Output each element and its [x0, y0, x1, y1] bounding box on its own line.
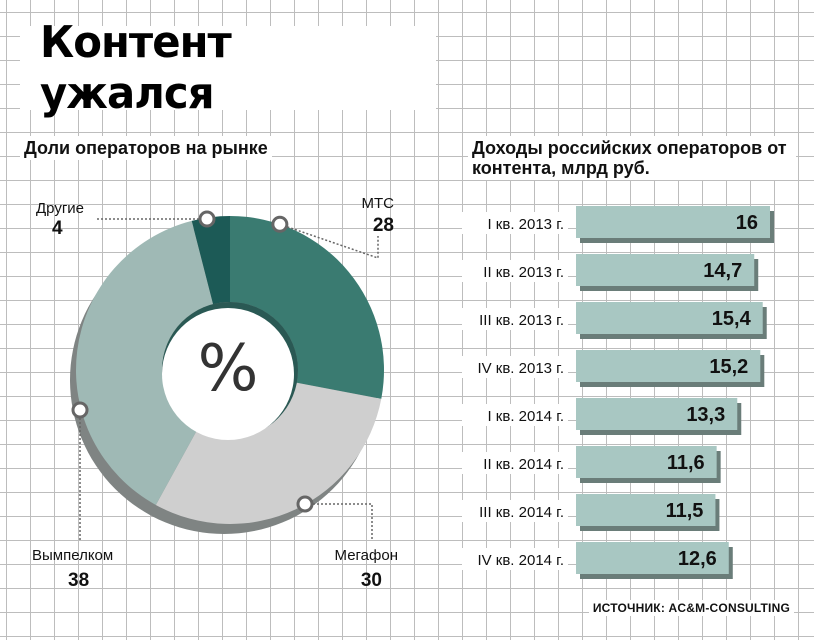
- category-label-bg: [462, 500, 568, 522]
- category-label: III кв. 2014 г.: [479, 504, 564, 521]
- source-note: ИСТОЧНИК: AC&M-CONSULTING: [588, 600, 794, 616]
- callout-marker-3: [71, 401, 89, 419]
- slice-name-label: Другие: [36, 200, 84, 217]
- pie-chart-title: Доли операторов на рынке: [20, 136, 272, 160]
- category-label: II кв. 2013 г.: [483, 264, 564, 281]
- bar-2: [576, 254, 755, 286]
- bar-7: [576, 494, 716, 526]
- category-label: I кв. 2013 г.: [487, 216, 564, 233]
- bar-value-label: 11,5: [666, 500, 704, 522]
- bar-value-label: 16: [736, 212, 758, 234]
- pie-slice-1: [230, 216, 385, 399]
- category-label-bg: [462, 452, 568, 474]
- bar-value-label: 15,4: [712, 308, 752, 330]
- category-label-bg: [462, 260, 568, 282]
- pie-slice-4: [191, 216, 230, 305]
- bar-8: [576, 542, 729, 574]
- category-label: IV кв. 2014 г.: [477, 552, 564, 569]
- category-label: II кв. 2014 г.: [483, 456, 564, 473]
- bar-3: [576, 302, 763, 334]
- category-label-bg: [462, 212, 568, 234]
- category-label-bg: [462, 308, 568, 330]
- slice-value-label: 38: [68, 570, 89, 591]
- slice-value-label: 28: [373, 215, 394, 236]
- pie-slice-3: [75, 220, 214, 505]
- donut-center-label: %: [198, 332, 259, 406]
- slice-value-label: 4: [52, 218, 63, 239]
- bar-6: [576, 446, 717, 478]
- slice-name-label: Вымпелком: [32, 547, 113, 564]
- category-label: IV кв. 2013 г.: [477, 360, 564, 377]
- category-label-bg: [462, 404, 568, 426]
- bar-value-label: 12,6: [678, 548, 717, 570]
- title-box: Контент ужался: [20, 17, 436, 119]
- bar-value-label: 13,3: [686, 404, 725, 426]
- slice-value-label: 30: [361, 570, 382, 591]
- bar-chart-title: Доходы российских операторов от контента…: [468, 136, 796, 180]
- callout-marker-2: [296, 495, 314, 513]
- callout-marker-4: [198, 210, 216, 228]
- callout-line-2: [305, 503, 373, 540]
- bar-5: [576, 398, 738, 430]
- slice-name-label: Мегафон: [335, 547, 398, 564]
- bar-4: [576, 350, 761, 382]
- donut-hole: [162, 308, 294, 440]
- callout-marker-1: [271, 215, 289, 233]
- pie-slice-2: [155, 382, 382, 524]
- bar-value-label: 15,2: [709, 356, 748, 378]
- category-label: I кв. 2014 г.: [487, 408, 564, 425]
- bar-1: [576, 206, 770, 238]
- bar-value-label: 11,6: [667, 452, 705, 474]
- category-label: III кв. 2013 г.: [479, 312, 564, 329]
- bar-value-label: 14,7: [703, 260, 742, 282]
- category-label-bg: [462, 356, 568, 378]
- page-title: Контент ужался: [40, 17, 232, 119]
- slice-name-label: МТС: [362, 195, 395, 212]
- category-label-bg: [462, 548, 568, 570]
